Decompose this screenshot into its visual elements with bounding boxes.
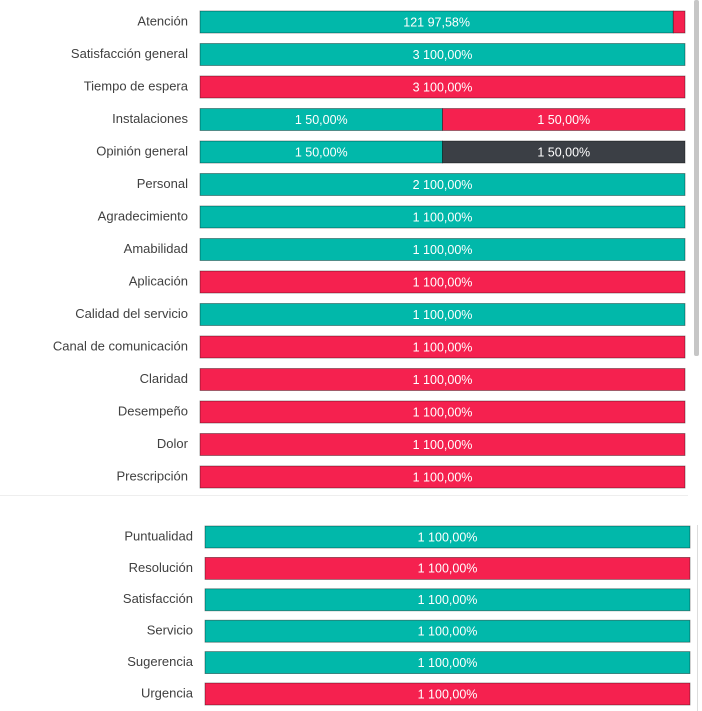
bar-segment: [204, 682, 691, 706]
category-label: Tiempo de espera: [84, 78, 189, 93]
category-label: Dolor: [157, 436, 189, 451]
chart-panel: Puntualidad 1 100,00% Resolución 1 100,00% S…: [123, 525, 691, 706]
data-label: 1 100,00%: [418, 593, 478, 607]
chart-panel: Atención 121 97,58% Satisfacción general 3 …: [53, 10, 686, 489]
category-label: Atención: [137, 13, 188, 28]
data-label: 1 50,00%: [537, 113, 590, 127]
category-label: Servicio: [147, 623, 193, 638]
bar-segment: [442, 140, 686, 164]
data-label: 1 100,00%: [418, 624, 478, 638]
data-label: 3 100,00%: [413, 48, 473, 62]
category-label: Resolución: [129, 560, 193, 575]
category-label: Aplicación: [129, 273, 188, 288]
bar-segment: [204, 557, 691, 580]
category-label: Puntualidad: [124, 528, 193, 543]
bar-segment: [204, 525, 691, 549]
category-label: Sugerencia: [127, 654, 194, 669]
data-label: 1 50,00%: [295, 113, 348, 127]
category-label: Canal de comunicación: [53, 338, 188, 353]
data-label: 1 100,00%: [413, 405, 473, 419]
bar-segment: [199, 205, 686, 229]
bar-segment: [199, 465, 686, 489]
bar-segment: [199, 238, 686, 261]
data-label: 3 100,00%: [413, 80, 473, 94]
bar-segment: [199, 368, 686, 391]
bar-segment: [199, 335, 686, 359]
data-label: 1 100,00%: [413, 243, 473, 257]
category-label: Satisfacción general: [71, 46, 188, 61]
bar-segment: [442, 108, 686, 131]
data-label: 1 100,00%: [413, 438, 473, 452]
category-label: Calidad del servicio: [75, 306, 188, 321]
data-label: 121 97,58%: [403, 15, 470, 29]
bar-segment: [672, 10, 686, 34]
bar-segment: [204, 588, 691, 612]
category-label: Amabilidad: [124, 241, 188, 256]
bar-segment: [199, 400, 686, 424]
data-label: 1 100,00%: [413, 308, 473, 322]
bar-segment: [199, 270, 686, 294]
category-label: Satisfacción: [123, 591, 193, 606]
category-label: Desempeño: [118, 403, 188, 418]
data-label: 1 100,00%: [413, 275, 473, 289]
category-label: Opinión general: [96, 143, 188, 158]
category-label: Instalaciones: [112, 111, 188, 126]
bar-segment: [199, 43, 686, 66]
data-label: 1 100,00%: [413, 210, 473, 224]
category-label: Urgencia: [141, 685, 194, 700]
data-label: 1 100,00%: [413, 340, 473, 354]
bar-segment: [199, 75, 686, 99]
data-label: 1 100,00%: [413, 470, 473, 484]
category-label: Prescripción: [116, 468, 188, 483]
scrollbar[interactable]: [694, 0, 699, 356]
data-label: 2 100,00%: [413, 178, 473, 192]
data-label: 1 100,00%: [418, 687, 478, 701]
bar-segment: [199, 303, 686, 326]
bar-segment: [204, 651, 691, 674]
data-label: 1 100,00%: [418, 530, 478, 544]
data-label: 1 50,00%: [537, 145, 590, 159]
category-label: Agradecimiento: [98, 208, 188, 223]
data-label: 1 100,00%: [413, 373, 473, 387]
bar-segment: [204, 619, 691, 643]
bar-segment: [199, 433, 686, 456]
data-label: 1 100,00%: [418, 562, 478, 576]
data-label: 1 100,00%: [418, 656, 478, 670]
category-label: Personal: [137, 176, 188, 191]
category-label: Claridad: [140, 371, 188, 386]
data-label: 1 50,00%: [295, 145, 348, 159]
bar-segment: [199, 173, 686, 196]
